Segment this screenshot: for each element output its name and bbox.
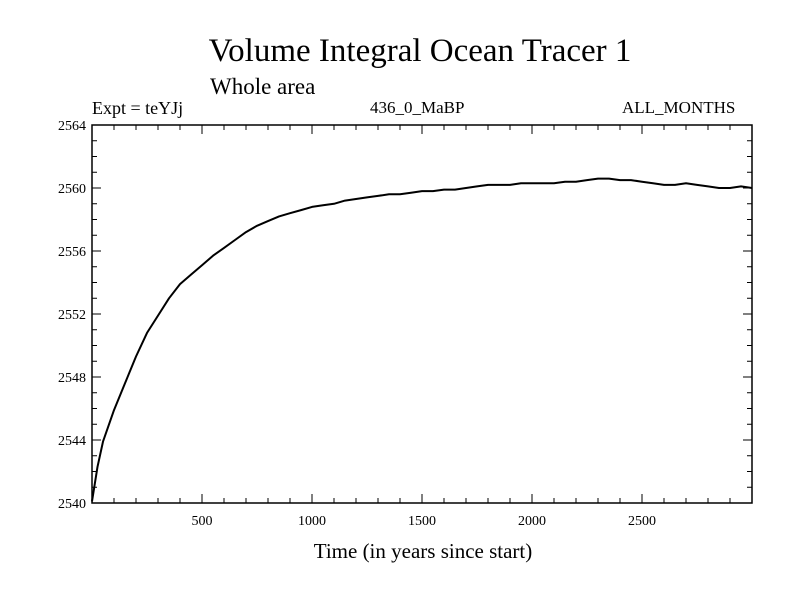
x-tick-label: 1500	[408, 514, 436, 529]
y-tick-label: 2564	[58, 119, 86, 134]
chart-subtitle: Whole area	[210, 74, 316, 99]
y-tick-label: 2560	[58, 182, 86, 197]
y-tick-label: 2544	[58, 434, 86, 449]
y-tick-label: 2540	[58, 497, 86, 512]
x-axis-label: Time (in years since start)	[313, 539, 533, 563]
experiment-label: Expt = teYJj	[92, 98, 184, 118]
y-tick-label: 2556	[58, 245, 86, 260]
x-tick-label: 2000	[518, 514, 546, 529]
x-tick-label: 1000	[298, 514, 326, 529]
x-tick-label: 500	[192, 514, 213, 529]
months-label: ALL_MONTHS	[622, 98, 736, 117]
run-label: 436_0_MaBP	[370, 98, 465, 117]
y-tick-label: 2552	[58, 308, 86, 323]
y-tick-label: 2548	[58, 371, 86, 386]
plot-frame	[91, 124, 753, 504]
chart-title: Volume Integral Ocean Tracer 1	[208, 33, 632, 69]
x-tick-label: 2500	[628, 514, 656, 529]
series-line	[91, 177, 753, 502]
